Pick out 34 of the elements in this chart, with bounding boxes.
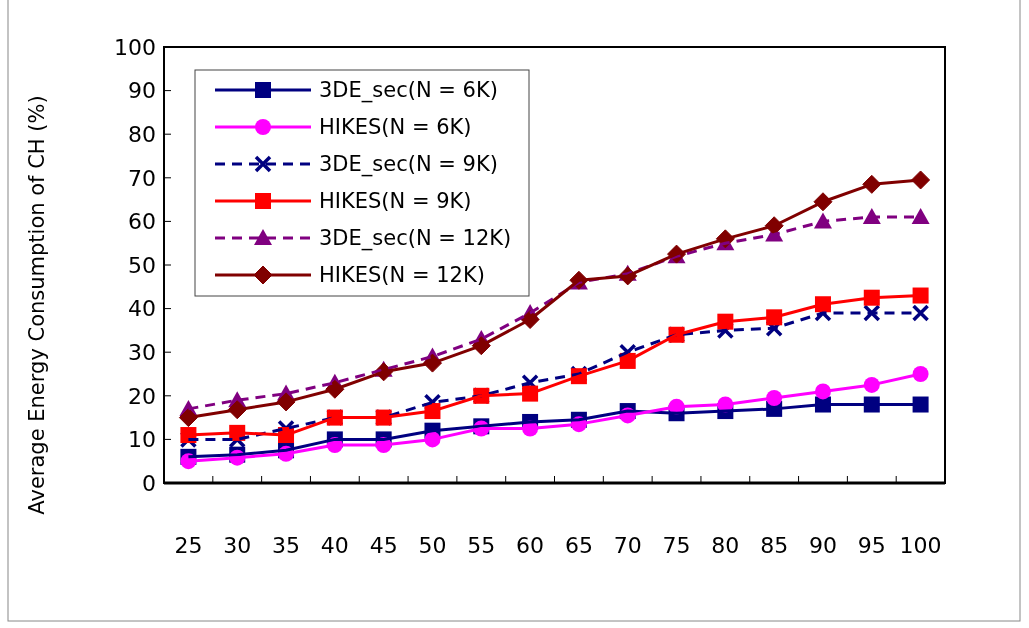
y-tick-label: 20: [128, 383, 156, 409]
y-tick-label: 50: [128, 252, 156, 278]
x-tick-label: 85: [760, 533, 789, 558]
x-tick-label: 25: [174, 533, 203, 558]
x-tick-label: 100: [899, 533, 942, 558]
x-tick-label: 40: [320, 533, 349, 558]
legend-label: 3DE_sec(N = 6K): [319, 78, 498, 104]
legend-label: HIKES(N = 6K): [319, 115, 472, 140]
legend-label: HIKES(N = 12K): [319, 263, 485, 288]
x-tick-label: 50: [418, 533, 447, 558]
y-tick-label: 40: [128, 296, 156, 322]
x-tick-label: 80: [711, 533, 740, 558]
y-tick-label: 70: [128, 165, 156, 191]
y-tick-label: 100: [114, 34, 156, 60]
legend-label: 3DE_sec(N = 12K): [319, 226, 512, 252]
legend-label: 3DE_sec(N = 9K): [319, 152, 498, 178]
x-tick-label: 30: [223, 533, 252, 558]
x-tick-label: 90: [808, 533, 837, 558]
y-tick-label: 80: [128, 121, 156, 147]
y-tick-label: 0: [142, 470, 156, 496]
x-tick-label: 60: [516, 533, 545, 558]
y-tick-label: 60: [128, 209, 156, 235]
x-tick-label: 95: [857, 533, 886, 558]
x-tick-label: 65: [564, 533, 593, 558]
x-tick-label: 75: [662, 533, 691, 558]
y-tick-label: 30: [128, 339, 156, 365]
x-tick-label: 70: [613, 533, 642, 558]
x-tick-label: 45: [369, 533, 398, 558]
legend-label: HIKES(N = 9K): [319, 189, 472, 214]
y-tick-label: 10: [128, 427, 156, 453]
y-tick-label: 90: [128, 78, 156, 104]
x-tick-label: 35: [272, 533, 301, 558]
x-tick-label: 55: [467, 533, 496, 558]
y-axis-title: Average Energy Consumption of CH (%): [25, 95, 49, 515]
